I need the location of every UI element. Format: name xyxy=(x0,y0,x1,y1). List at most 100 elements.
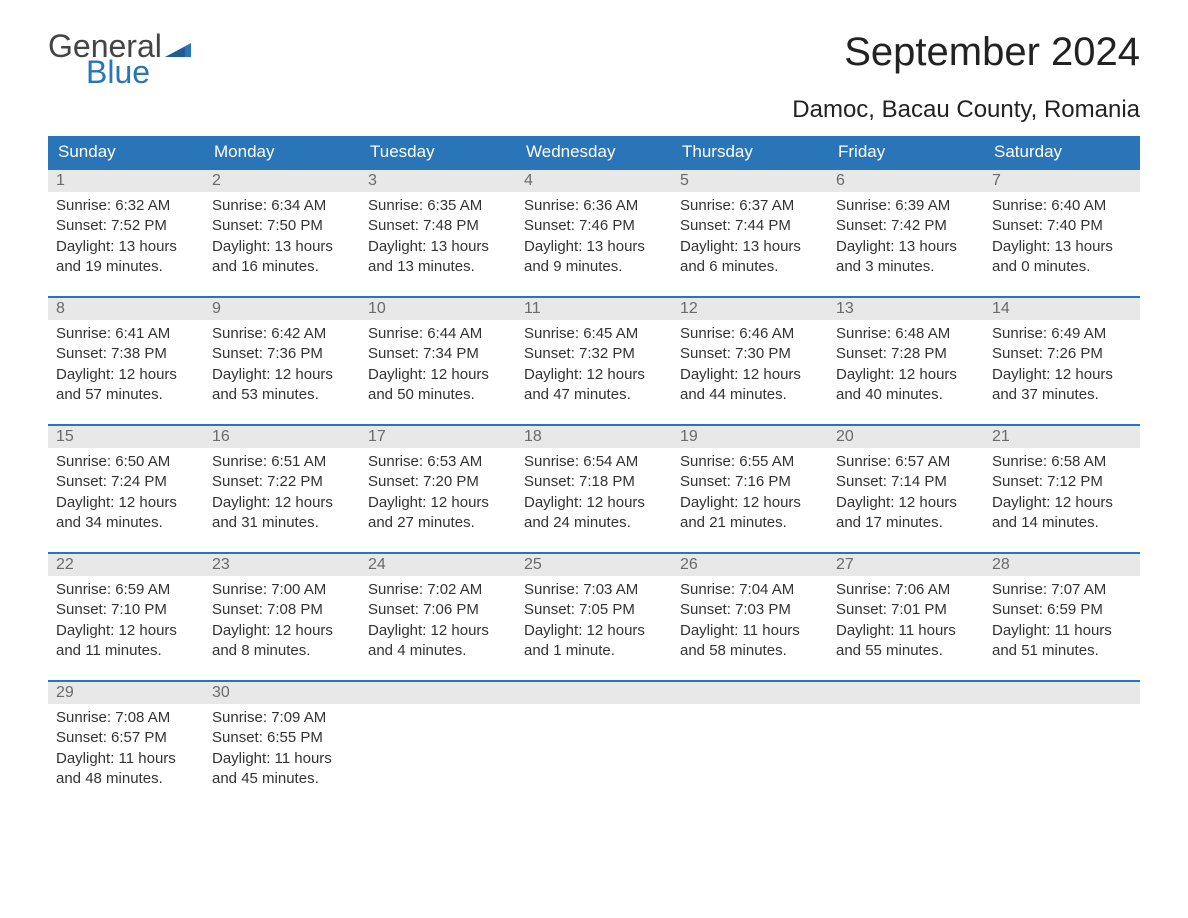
sunset-text: Sunset: 7:14 PM xyxy=(836,472,976,492)
day-number: 21 xyxy=(984,424,1140,448)
day2-text: and 57 minutes. xyxy=(56,385,196,405)
day-cell: 26Sunrise: 7:04 AMSunset: 7:03 PMDayligh… xyxy=(672,552,828,680)
sunrise-text: Sunrise: 7:07 AM xyxy=(992,580,1132,600)
day-number: 12 xyxy=(672,296,828,320)
day1-text: Daylight: 12 hours xyxy=(680,365,820,385)
sunrise-text: Sunrise: 7:00 AM xyxy=(212,580,352,600)
sunrise-text: Sunrise: 7:08 AM xyxy=(56,708,196,728)
day1-text: Daylight: 12 hours xyxy=(992,493,1132,513)
day-number: 23 xyxy=(204,552,360,576)
day-body: Sunrise: 6:51 AMSunset: 7:22 PMDaylight:… xyxy=(204,448,360,551)
sunrise-text: Sunrise: 6:35 AM xyxy=(368,196,508,216)
day2-text: and 40 minutes. xyxy=(836,385,976,405)
day-cell: 10Sunrise: 6:44 AMSunset: 7:34 PMDayligh… xyxy=(360,296,516,424)
sunset-text: Sunset: 7:16 PM xyxy=(680,472,820,492)
day-cell: 13Sunrise: 6:48 AMSunset: 7:28 PMDayligh… xyxy=(828,296,984,424)
day-body: Sunrise: 7:03 AMSunset: 7:05 PMDaylight:… xyxy=(516,576,672,679)
day-number: 10 xyxy=(360,296,516,320)
sunset-text: Sunset: 7:44 PM xyxy=(680,216,820,236)
sunset-text: Sunset: 7:30 PM xyxy=(680,344,820,364)
day-cell: 5Sunrise: 6:37 AMSunset: 7:44 PMDaylight… xyxy=(672,168,828,296)
day-header: Wednesday xyxy=(516,136,672,168)
sunset-text: Sunset: 7:40 PM xyxy=(992,216,1132,236)
day1-text: Daylight: 12 hours xyxy=(56,365,196,385)
day-number: 3 xyxy=(360,168,516,192)
day-header: Friday xyxy=(828,136,984,168)
day1-text: Daylight: 12 hours xyxy=(368,493,508,513)
day1-text: Daylight: 11 hours xyxy=(56,749,196,769)
day2-text: and 9 minutes. xyxy=(524,257,664,277)
day-cell: 3 Sunrise: 6:35 AMSunset: 7:48 PMDaylight… xyxy=(360,168,516,296)
sunrise-text: Sunrise: 7:02 AM xyxy=(368,580,508,600)
sunrise-text: Sunrise: 6:59 AM xyxy=(56,580,196,600)
day-cell: 7Sunrise: 6:40 AMSunset: 7:40 PMDaylight… xyxy=(984,168,1140,296)
day1-text: Daylight: 13 hours xyxy=(368,237,508,257)
sunrise-text: Sunrise: 6:49 AM xyxy=(992,324,1132,344)
day1-text: Daylight: 12 hours xyxy=(368,365,508,385)
sunrise-text: Sunrise: 6:37 AM xyxy=(680,196,820,216)
day-body: Sunrise: 6:58 AMSunset: 7:12 PMDaylight:… xyxy=(984,448,1140,551)
sunset-text: Sunset: 7:05 PM xyxy=(524,600,664,620)
sunset-text: Sunset: 7:46 PM xyxy=(524,216,664,236)
day2-text: and 48 minutes. xyxy=(56,769,196,789)
sunrise-text: Sunrise: 7:03 AM xyxy=(524,580,664,600)
day-header: Thursday xyxy=(672,136,828,168)
day2-text: and 11 minutes. xyxy=(56,641,196,661)
day1-text: Daylight: 12 hours xyxy=(56,621,196,641)
sunset-text: Sunset: 6:55 PM xyxy=(212,728,352,748)
day-cell: 17Sunrise: 6:53 AMSunset: 7:20 PMDayligh… xyxy=(360,424,516,552)
day-number: 22 xyxy=(48,552,204,576)
empty-cell xyxy=(672,680,828,808)
sunset-text: Sunset: 7:32 PM xyxy=(524,344,664,364)
day2-text: and 1 minute. xyxy=(524,641,664,661)
day2-text: and 58 minutes. xyxy=(680,641,820,661)
day1-text: Daylight: 11 hours xyxy=(680,621,820,641)
sunset-text: Sunset: 7:42 PM xyxy=(836,216,976,236)
day1-text: Daylight: 12 hours xyxy=(680,493,820,513)
logo-text-blue: Blue xyxy=(86,56,191,88)
day1-text: Daylight: 12 hours xyxy=(836,493,976,513)
day2-text: and 8 minutes. xyxy=(212,641,352,661)
empty-cell xyxy=(828,680,984,808)
day2-text: and 17 minutes. xyxy=(836,513,976,533)
day2-text: and 53 minutes. xyxy=(212,385,352,405)
day2-text: and 31 minutes. xyxy=(212,513,352,533)
day1-text: Daylight: 12 hours xyxy=(524,621,664,641)
day2-text: and 37 minutes. xyxy=(992,385,1132,405)
day1-text: Daylight: 13 hours xyxy=(524,237,664,257)
day-cell: 4Sunrise: 6:36 AMSunset: 7:46 PMDaylight… xyxy=(516,168,672,296)
day2-text: and 27 minutes. xyxy=(368,513,508,533)
day-cell: 28Sunrise: 7:07 AMSunset: 6:59 PMDayligh… xyxy=(984,552,1140,680)
sunset-text: Sunset: 7:50 PM xyxy=(212,216,352,236)
day-cell: 16Sunrise: 6:51 AMSunset: 7:22 PMDayligh… xyxy=(204,424,360,552)
day2-text: and 47 minutes. xyxy=(524,385,664,405)
day-body: Sunrise: 6:40 AMSunset: 7:40 PMDaylight:… xyxy=(984,192,1140,295)
day1-text: Daylight: 12 hours xyxy=(212,365,352,385)
day-body: Sunrise: 7:00 AMSunset: 7:08 PMDaylight:… xyxy=(204,576,360,679)
day-number: 8 xyxy=(48,296,204,320)
day-cell: 30Sunrise: 7:09 AMSunset: 6:55 PMDayligh… xyxy=(204,680,360,808)
sunrise-text: Sunrise: 6:45 AM xyxy=(524,324,664,344)
day2-text: and 55 minutes. xyxy=(836,641,976,661)
sunrise-text: Sunrise: 6:54 AM xyxy=(524,452,664,472)
sunset-text: Sunset: 7:10 PM xyxy=(56,600,196,620)
sunset-text: Sunset: 7:34 PM xyxy=(368,344,508,364)
day-header: Tuesday xyxy=(360,136,516,168)
sunset-text: Sunset: 7:12 PM xyxy=(992,472,1132,492)
day1-text: Daylight: 11 hours xyxy=(992,621,1132,641)
day-number: 20 xyxy=(828,424,984,448)
day-number: 11 xyxy=(516,296,672,320)
sunrise-text: Sunrise: 6:48 AM xyxy=(836,324,976,344)
day-number: 26 xyxy=(672,552,828,576)
day-header: Saturday xyxy=(984,136,1140,168)
sunset-text: Sunset: 6:57 PM xyxy=(56,728,196,748)
day2-text: and 3 minutes. xyxy=(836,257,976,277)
sunrise-text: Sunrise: 6:58 AM xyxy=(992,452,1132,472)
sunrise-text: Sunrise: 6:51 AM xyxy=(212,452,352,472)
sunset-text: Sunset: 7:28 PM xyxy=(836,344,976,364)
sunset-text: Sunset: 7:48 PM xyxy=(368,216,508,236)
day1-text: Daylight: 12 hours xyxy=(524,365,664,385)
month-title: September 2024 xyxy=(844,30,1140,75)
day2-text: and 16 minutes. xyxy=(212,257,352,277)
day-number: 2 xyxy=(204,168,360,192)
